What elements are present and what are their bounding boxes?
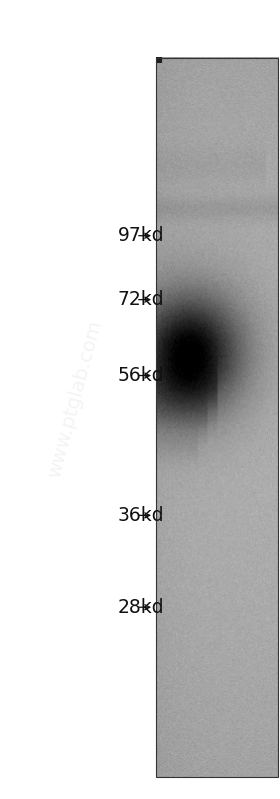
Text: 28kd: 28kd (118, 598, 165, 617)
Text: www.ptglab.com: www.ptglab.com (45, 319, 105, 480)
Text: 72kd: 72kd (118, 290, 165, 309)
Bar (156, 58, 278, 777)
Text: 36kd: 36kd (118, 506, 165, 525)
Text: 56kd: 56kd (118, 366, 165, 385)
Text: 97kd: 97kd (118, 226, 165, 245)
